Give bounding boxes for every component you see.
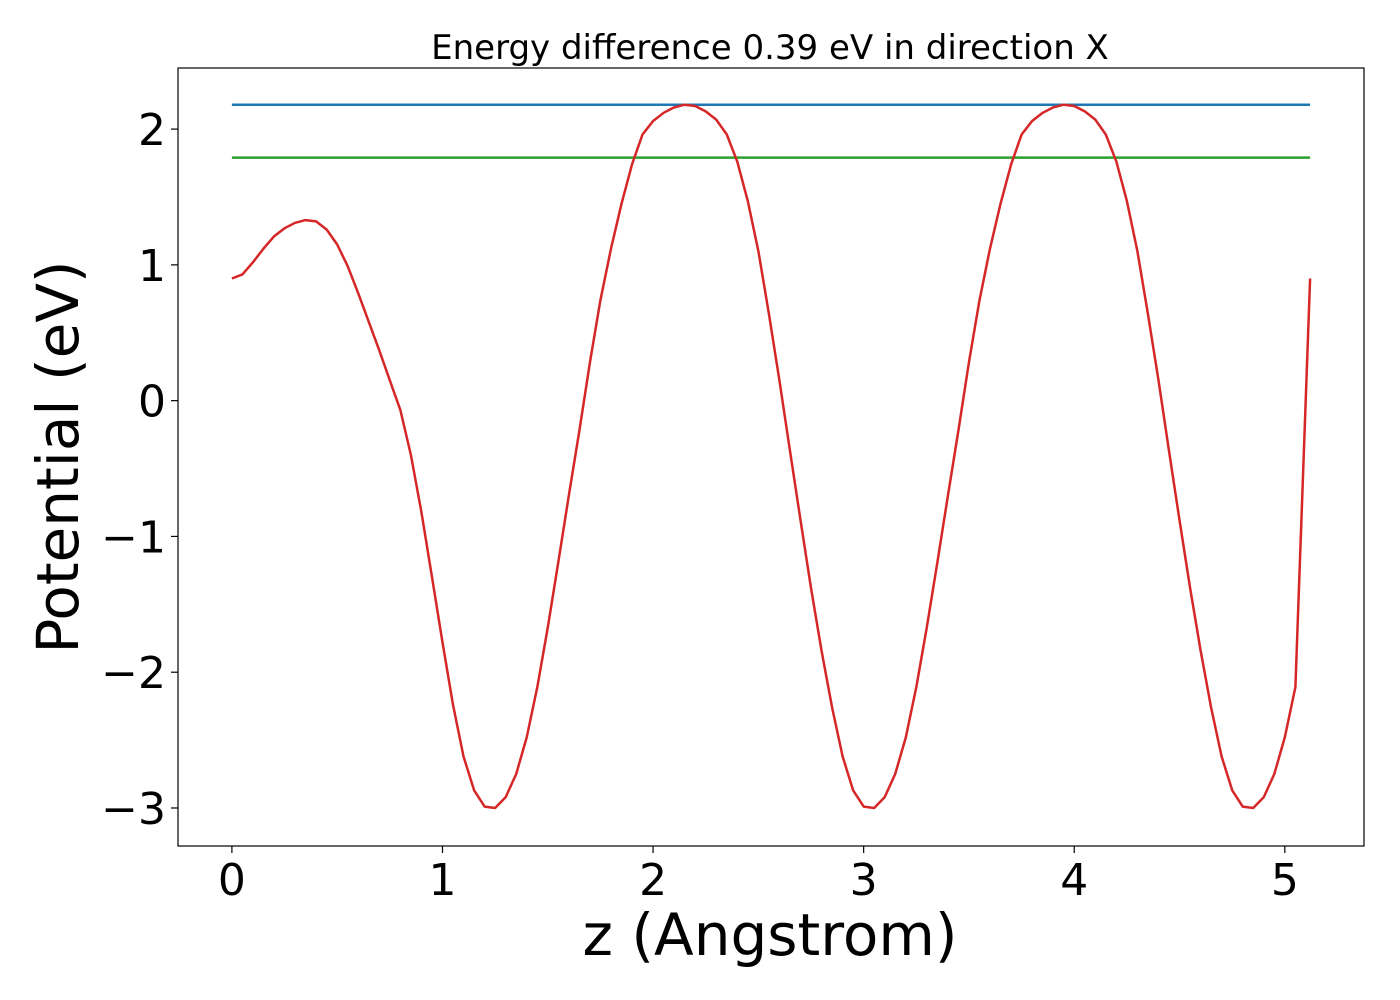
x-tick-label: 3: [850, 855, 878, 906]
series-layer: [231, 103, 1312, 810]
x-tick-label: 4: [1060, 855, 1088, 906]
y-axis-ticks: 2 1 0 −1 −2 −3: [101, 105, 178, 835]
x-tick-label: 1: [428, 855, 456, 906]
plot-area-frame: [177, 67, 1365, 847]
y-tick-label: −3: [101, 784, 166, 835]
x-tick-label: 0: [218, 855, 246, 906]
x-axis-label: z (Angstrom): [583, 901, 958, 969]
y-tick-label: 2: [138, 105, 166, 156]
y-tick-label: −2: [101, 648, 166, 699]
y-tick-label: 1: [138, 241, 166, 292]
chart-title: Energy difference 0.39 eV in direction X: [431, 28, 1109, 68]
series-line-2: [231, 103, 1312, 810]
x-axis-ticks: 0 1 2 3 4 5: [218, 846, 1299, 906]
y-tick-label: 0: [138, 377, 166, 428]
y-axis-label: Potential (eV): [24, 260, 92, 653]
x-tick-label: 2: [639, 855, 667, 906]
x-tick-label: 5: [1271, 855, 1299, 906]
y-tick-label: −1: [101, 512, 166, 563]
